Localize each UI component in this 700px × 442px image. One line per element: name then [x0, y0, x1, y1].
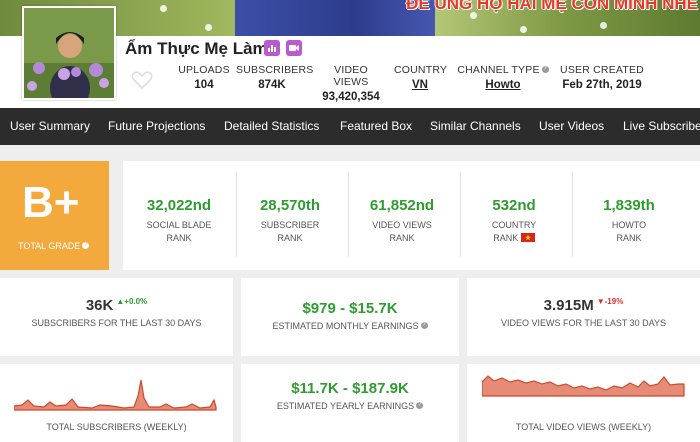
- stat-uploads: UPLOADS 104: [176, 64, 232, 91]
- vietnam-flag-icon: [520, 233, 535, 242]
- avatar-image: [24, 8, 114, 98]
- subs-weekly: TOTAL SUBSCRIBERS (WEEKLY): [0, 418, 233, 432]
- stat-channel-type: CHANNEL TYPE? Howto: [457, 64, 549, 91]
- rank-video-views: 61,852nd VIDEO VIEWS RANK: [347, 197, 457, 245]
- monthly-earnings-card: [241, 278, 459, 356]
- views-weekly-series: [482, 375, 685, 397]
- banner-flower: [600, 22, 607, 29]
- stat-label: UPLOADS: [178, 64, 230, 76]
- nav-user-videos[interactable]: User Videos: [539, 119, 605, 133]
- yearly-earnings-value: $11.7K - $187.9K: [291, 380, 409, 397]
- rank-value: 532nd: [492, 197, 536, 214]
- stat-subscribers: SUBSCRIBERS 874K: [236, 64, 314, 91]
- banner-text: ĐỂ ỦNG HỘ HAI MẸ CON MÌNH NHÉ: [406, 0, 698, 13]
- help-icon[interactable]: ?: [416, 402, 424, 409]
- rank-social-blade: 32,022nd SOCIAL BLADE RANK: [124, 197, 234, 245]
- nav-detailed-statistics[interactable]: Detailed Statistics: [224, 119, 320, 133]
- banner-flower: [470, 12, 477, 19]
- stat-user-created: USER CREATED Feb 27th, 2019: [558, 64, 646, 91]
- subs-weekly-series: [14, 379, 217, 411]
- analytics-badge-icon[interactable]: [264, 40, 280, 56]
- stat-value: 104: [194, 79, 214, 91]
- banner-flower: [205, 24, 212, 31]
- divider: [236, 172, 237, 257]
- rank-country: 532nd COUNTRY RANK: [459, 197, 569, 245]
- total-grade-card: B+ TOTAL GRADE?: [0, 161, 109, 270]
- subs-weekly-card: [0, 364, 233, 442]
- rank-value: 28,570th: [259, 197, 321, 214]
- banner-flower: [520, 26, 527, 33]
- yearly-earnings: $11.7K - $187.9K ESTIMATED YEARLY EARNIN…: [241, 380, 459, 411]
- subs-weekly-label: TOTAL SUBSCRIBERS (WEEKLY): [46, 422, 187, 432]
- subs-30-label: SUBSCRIBERS FOR THE LAST 30 DAYS: [31, 318, 202, 328]
- rank-subscriber: 28,570th SUBSCRIBER RANK: [235, 197, 345, 245]
- subs-weekly-chart: [14, 379, 217, 411]
- heart-icon[interactable]: [131, 70, 153, 90]
- views-weekly-card: [467, 364, 700, 442]
- views-30-value: 3.915M ▼-19%: [543, 297, 624, 314]
- grade-value: B+: [22, 178, 80, 227]
- yearly-earnings-label: ESTIMATED YEARLY EARNINGS?: [276, 401, 424, 411]
- stat-country: COUNTRY VN: [394, 64, 448, 91]
- stat-label: USER CREATED: [560, 64, 644, 76]
- stat-label: CHANNEL TYPE?: [457, 64, 549, 76]
- stat-label: SUBSCRIBERS: [236, 64, 314, 76]
- stat-label: VIDEO VIEWS: [333, 64, 369, 88]
- channel-banner: ĐỂ ỦNG HỘ HAI MẸ CON MÌNH NHÉ: [0, 0, 700, 36]
- subs-30-value: 36K ▲+0.0%: [85, 297, 148, 314]
- video-badge-icon[interactable]: [286, 40, 302, 56]
- views-weekly-chart: [482, 375, 685, 397]
- channel-name: Ẩm Thực Mẹ Làm: [125, 39, 268, 58]
- help-icon[interactable]: ?: [82, 242, 90, 249]
- rank-value: 32,022nd: [146, 197, 212, 214]
- views-30-label: VIDEO VIEWS FOR THE LAST 30 DAYS: [500, 318, 667, 328]
- ranks-card: [123, 161, 700, 270]
- views-30-card: [467, 278, 700, 356]
- help-icon[interactable]: ?: [541, 66, 549, 73]
- rank-howto: 1,839th HOWTO RANK: [574, 197, 684, 245]
- stat-value: Feb 27th, 2019: [562, 79, 642, 91]
- stat-label: COUNTRY: [394, 64, 448, 76]
- stat-value: 874K: [258, 79, 286, 91]
- nav-similar-channels[interactable]: Similar Channels: [430, 119, 521, 133]
- rank-label: SUBSCRIBER RANK: [260, 220, 320, 243]
- views-weekly: TOTAL VIDEO VIEWS (WEEKLY): [467, 418, 700, 432]
- rank-label: HOWTO RANK: [611, 220, 647, 243]
- subs-30: 36K ▲+0.0% SUBSCRIBERS FOR THE LAST 30 DA…: [0, 297, 233, 328]
- channel-header: [0, 36, 700, 108]
- monthly-earnings: $979 - $15.7K ESTIMATED MONTHLY EARNINGS…: [241, 300, 459, 331]
- grade-label: TOTAL GRADE?: [18, 241, 90, 251]
- channel-type-link[interactable]: Howto: [485, 79, 521, 91]
- monthly-earnings-label: ESTIMATED MONTHLY EARNINGS?: [272, 321, 428, 331]
- stat-value: 93,420,354: [322, 91, 380, 103]
- rank-value: 1,839th: [603, 197, 655, 214]
- nav-bar: User Summary Future Projections Detailed…: [0, 108, 700, 145]
- monthly-earnings-value: $979 - $15.7K: [302, 300, 398, 317]
- arrow-up-icon: ▲: [116, 297, 125, 306]
- nav-featured-box[interactable]: Featured Box: [340, 119, 413, 133]
- avatar[interactable]: [22, 6, 116, 100]
- views-weekly-label: TOTAL VIDEO VIEWS (WEEKLY): [515, 422, 652, 432]
- nav-user-summary[interactable]: User Summary: [10, 119, 91, 133]
- banner-figure: [235, 0, 435, 36]
- banner-flower: [160, 5, 167, 12]
- rank-label: COUNTRY RANK: [491, 220, 537, 243]
- rank-value: 61,852nd: [369, 197, 435, 214]
- divider: [460, 172, 461, 257]
- divider: [348, 172, 349, 257]
- subs-30-card: [0, 278, 233, 356]
- help-icon[interactable]: ?: [420, 322, 428, 329]
- views-30: 3.915M ▼-19% VIDEO VIEWS FOR THE LAST 30 …: [467, 297, 700, 328]
- rank-label: SOCIAL BLADE RANK: [146, 220, 212, 243]
- change-up: ▲+0.0%: [116, 297, 148, 306]
- divider: [572, 172, 573, 257]
- change-down: ▼-19%: [596, 297, 624, 306]
- arrow-down-icon: ▼: [596, 297, 605, 306]
- nav-future-projections[interactable]: Future Projections: [108, 119, 206, 133]
- stat-video-views: VIDEO VIEWS 93,420,354: [316, 64, 386, 103]
- nav-live-subscriber[interactable]: Live Subscriber: [623, 119, 700, 133]
- rank-label: VIDEO VIEWS RANK: [372, 220, 432, 243]
- country-link[interactable]: VN: [412, 79, 428, 91]
